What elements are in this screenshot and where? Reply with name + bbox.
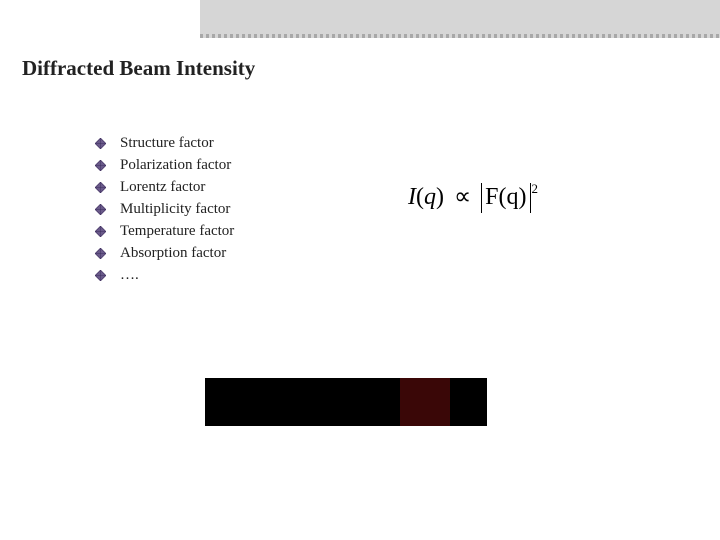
list-item: Absorption factor <box>95 245 234 262</box>
equation-abs: F(q) <box>481 183 530 213</box>
list-item-label: Polarization factor <box>120 157 231 174</box>
equation-lhs-func: I <box>408 184 416 210</box>
diamond-bullet-icon <box>95 138 106 149</box>
list-item-label: …. <box>120 267 139 284</box>
factor-list: Structure factor Polarization factor Lor… <box>95 135 234 289</box>
list-item: …. <box>95 267 234 284</box>
equation-rhs-arg: q <box>507 184 519 210</box>
list-item-label: Multiplicity factor <box>120 201 230 218</box>
top-decorative-bar <box>200 0 720 38</box>
list-item: Structure factor <box>95 135 234 152</box>
diamond-bullet-icon <box>95 204 106 215</box>
list-item: Lorentz factor <box>95 179 234 196</box>
list-item-label: Absorption factor <box>120 245 226 262</box>
list-item: Multiplicity factor <box>95 201 234 218</box>
list-item-label: Temperature factor <box>120 223 234 240</box>
equation-rhs-func: F <box>485 184 498 210</box>
page-title: Diffracted Beam Intensity <box>22 56 255 81</box>
diamond-bullet-icon <box>95 182 106 193</box>
intensity-equation: I(q) ∝ F(q)2 <box>408 182 537 213</box>
diamond-bullet-icon <box>95 248 106 259</box>
footer-embed-accent <box>400 378 450 426</box>
proportional-symbol: ∝ <box>450 184 475 210</box>
list-item-label: Structure factor <box>120 135 214 152</box>
diamond-bullet-icon <box>95 160 106 171</box>
diamond-bullet-icon <box>95 226 106 237</box>
list-item: Polarization factor <box>95 157 234 174</box>
equation-lhs-arg: q <box>424 184 436 210</box>
diamond-bullet-icon <box>95 270 106 281</box>
equation-exponent: 2 <box>532 181 539 196</box>
list-item-label: Lorentz factor <box>120 179 205 196</box>
list-item: Temperature factor <box>95 223 234 240</box>
